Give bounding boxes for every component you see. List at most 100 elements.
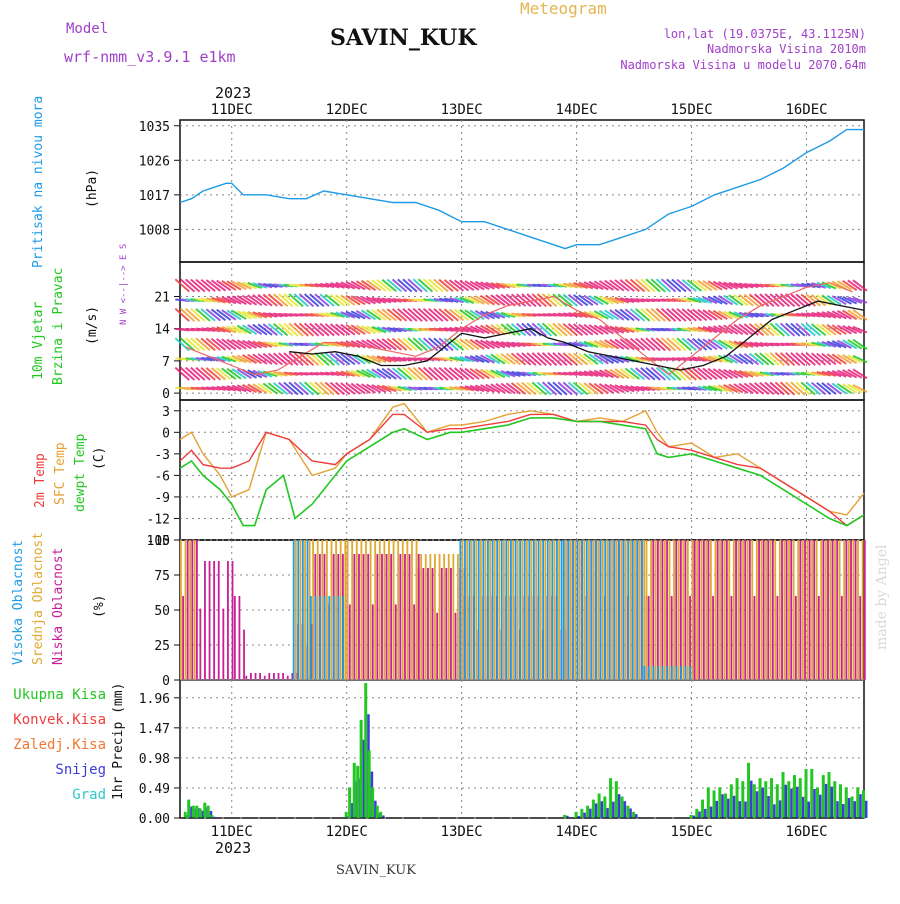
wind-barb <box>655 337 672 352</box>
wind-barb <box>572 381 589 396</box>
cloud-bar-mid <box>521 540 524 680</box>
wind-barb <box>836 339 852 349</box>
wind-barb <box>666 278 682 293</box>
wind-barb <box>619 367 635 380</box>
wind-barb <box>355 310 371 320</box>
cloud-bar-low <box>217 561 220 680</box>
wind-barb <box>241 294 258 306</box>
wind-barb <box>573 281 588 289</box>
wind-barb <box>707 367 723 380</box>
cloud-bar-low <box>854 540 857 680</box>
wind-barb <box>842 369 858 379</box>
wind-barb <box>640 308 656 322</box>
wind-barb <box>692 386 707 391</box>
wind-barb <box>712 309 728 320</box>
cloud-bar-mid <box>447 554 450 680</box>
cloud-bar-low <box>684 540 687 680</box>
wind-barb <box>676 308 692 322</box>
wind-barb <box>325 282 340 289</box>
cloud-bar-high <box>514 540 517 680</box>
precip-bar-ukupna <box>367 750 371 818</box>
precip-bar-snijeg <box>778 800 782 818</box>
wind-barb <box>268 341 283 348</box>
wind-barb <box>448 367 465 381</box>
wind-barb <box>433 278 449 293</box>
wind-barb <box>563 282 578 289</box>
wind-barb <box>614 296 630 304</box>
wind-barb <box>293 322 309 337</box>
wind-barb <box>485 281 501 290</box>
wind-barb <box>464 280 480 291</box>
wind-barb <box>454 296 469 304</box>
precip-ylabel: 1hr Precip (mm) <box>111 683 126 800</box>
wind-barb <box>335 294 351 307</box>
wind-barb <box>744 370 759 378</box>
precip-bar-snijeg <box>715 800 719 818</box>
wind-barb <box>505 323 522 337</box>
precip-bar-snijeg <box>801 796 805 818</box>
wind-barb <box>376 279 392 292</box>
precip-bar-snijeg <box>709 806 713 818</box>
wind-barb <box>619 326 635 333</box>
cloud-bar-mid <box>493 540 496 680</box>
wind-barb <box>557 322 573 337</box>
cloud-bar-low <box>282 673 285 680</box>
wind-barb <box>407 366 423 381</box>
wind-barb <box>630 385 645 392</box>
cloud-bar-mid <box>369 540 372 680</box>
precip-bar-snijeg <box>847 798 851 818</box>
cloud-bar-mid <box>654 540 657 680</box>
wind-barb <box>573 341 588 348</box>
wind-barb <box>417 278 434 293</box>
wind-barb <box>516 352 532 366</box>
wind-barb <box>712 384 728 393</box>
wind-barb <box>552 322 568 337</box>
wind-barb <box>443 308 459 322</box>
precip-bar-ukupna <box>839 784 843 818</box>
wind-barb <box>702 367 718 380</box>
wind-barb <box>800 352 816 366</box>
wind-barb <box>790 381 806 396</box>
wind-barb <box>288 381 304 396</box>
x-tick-label-top: 11DEC <box>211 102 253 118</box>
wind-barb <box>604 339 620 350</box>
precip-bar-ukupna <box>718 787 722 818</box>
wind-barb <box>712 280 728 291</box>
panel-frame <box>179 119 865 263</box>
wind-barb <box>480 339 496 350</box>
wind-barb <box>376 355 392 363</box>
wind-barb <box>625 355 640 363</box>
precip-bar-ukupna <box>862 790 865 818</box>
wind-barb <box>500 293 516 307</box>
cloud-bar-high <box>528 540 531 680</box>
wind-barb <box>216 326 232 333</box>
cloud-bar-low <box>799 540 802 680</box>
precip-bar-ukupna <box>603 796 607 818</box>
wind-barb <box>640 278 656 293</box>
wind-barb <box>609 296 625 304</box>
wind-barb <box>847 339 863 350</box>
wind-barb <box>459 367 475 381</box>
precip-bar-ukupna <box>775 784 779 818</box>
wind-barb <box>707 280 723 291</box>
wind-barb <box>510 382 527 395</box>
cloud-bar-mid <box>365 540 367 680</box>
wind-barb <box>247 281 263 290</box>
cloud-bar-low <box>679 540 682 680</box>
wind-barb <box>531 381 547 396</box>
cloud-bar-high <box>613 540 616 680</box>
cloud-bar-low <box>767 540 770 680</box>
wind-barb <box>821 294 837 306</box>
wind-barb <box>836 280 852 291</box>
cloud-bar-low <box>385 554 388 680</box>
cloud-bar-low <box>707 540 710 680</box>
precip-bar-snijeg <box>824 783 828 818</box>
precip-bar-ukupna <box>787 781 791 818</box>
cloud-bar-high <box>473 540 476 680</box>
cloud-bar-mid <box>634 540 636 680</box>
wind-barb <box>660 366 677 381</box>
cloud-bar-low <box>656 540 659 680</box>
cloud-bar-mid <box>824 540 827 680</box>
precip-bar-ukupna <box>609 778 613 818</box>
